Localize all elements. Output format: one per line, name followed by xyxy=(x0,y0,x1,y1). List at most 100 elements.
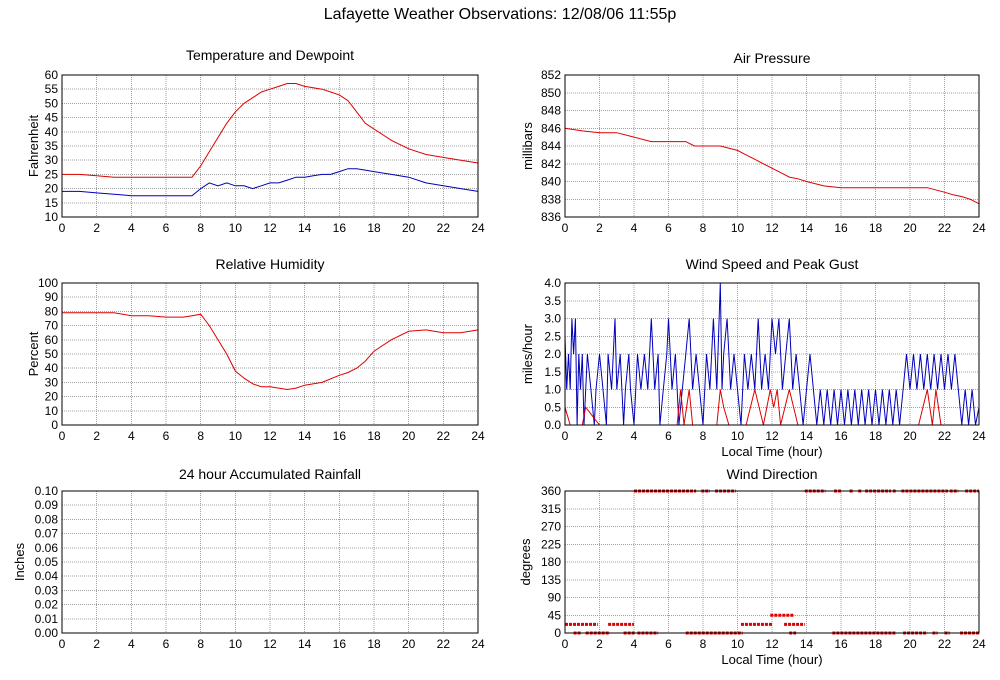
x-tick-label: 18 xyxy=(869,637,883,651)
plot-frame xyxy=(61,74,479,218)
x-tick-label: 24 xyxy=(471,637,485,651)
x-axis-label: Local Time (hour) xyxy=(721,652,822,667)
x-tick-label: 6 xyxy=(665,637,672,651)
series-line-0 xyxy=(62,83,479,178)
x-tick-label: 10 xyxy=(731,429,745,443)
y-axis-label: Fahrenheit xyxy=(26,115,41,178)
x-tick-label: 24 xyxy=(471,221,485,235)
x-tick-label: 18 xyxy=(869,221,883,235)
x-tick-label: 22 xyxy=(938,637,952,651)
x-tick-label: 0 xyxy=(562,221,569,235)
x-tick-label: 12 xyxy=(765,221,779,235)
y-tick-label: 60 xyxy=(45,68,59,82)
y-tick-label: 10 xyxy=(45,210,59,224)
y-tick-label: 135 xyxy=(541,573,561,587)
x-tick-label: 0 xyxy=(59,221,66,235)
y-axis-label: degrees xyxy=(518,538,533,585)
y-axis-label: millibars xyxy=(520,122,535,170)
y-tick-label: 846 xyxy=(541,121,561,135)
x-tick-label: 22 xyxy=(938,221,952,235)
x-tick-label: 24 xyxy=(972,637,986,651)
y-tick-label: 45 xyxy=(548,608,562,622)
x-tick-label: 14 xyxy=(298,221,312,235)
x-tick-label: 6 xyxy=(665,429,672,443)
x-tick-label: 6 xyxy=(163,221,170,235)
x-tick-label: 10 xyxy=(229,221,243,235)
y-tick-label: 0.04 xyxy=(35,569,59,583)
y-tick-label: 225 xyxy=(541,537,561,551)
x-tick-label: 6 xyxy=(163,637,170,651)
y-tick-label: 1.5 xyxy=(544,365,561,379)
y-tick-label: 4.0 xyxy=(544,276,561,290)
x-tick-label: 10 xyxy=(229,429,243,443)
y-tick-label: 100 xyxy=(38,276,58,290)
y-tick-label: 1.0 xyxy=(544,383,561,397)
y-tick-label: 0.01 xyxy=(35,612,59,626)
x-tick-label: 14 xyxy=(298,637,312,651)
series-line-0 xyxy=(62,312,479,391)
chart-title: Temperature and Dewpoint xyxy=(186,47,354,63)
x-tick-label: 0 xyxy=(562,429,569,443)
y-tick-label: 850 xyxy=(541,86,561,100)
x-tick-label: 2 xyxy=(93,429,100,443)
y-tick-label: 0 xyxy=(51,418,58,432)
y-tick-label: 852 xyxy=(541,68,561,82)
y-axis-label: Inches xyxy=(12,542,27,581)
y-tick-label: 848 xyxy=(541,104,561,118)
y-tick-label: 270 xyxy=(541,520,561,534)
x-tick-label: 18 xyxy=(367,637,381,651)
x-tick-label: 6 xyxy=(665,221,672,235)
y-tick-label: 60 xyxy=(45,333,59,347)
x-tick-label: 8 xyxy=(700,429,707,443)
chart-title: 24 hour Accumulated Rainfall xyxy=(179,466,361,482)
y-tick-label: 45 xyxy=(45,111,59,125)
x-tick-label: 8 xyxy=(197,221,204,235)
y-tick-label: 0.08 xyxy=(35,512,59,526)
y-tick-label: 10 xyxy=(45,404,59,418)
x-tick-label: 14 xyxy=(800,221,814,235)
plot-frame xyxy=(564,74,980,218)
y-tick-label: 50 xyxy=(45,347,59,361)
y-tick-label: 90 xyxy=(548,591,562,605)
y-tick-label: 40 xyxy=(45,125,59,139)
y-tick-label: 30 xyxy=(45,375,59,389)
x-tick-label: 8 xyxy=(700,221,707,235)
y-tick-label: 836 xyxy=(541,210,561,224)
x-tick-label: 18 xyxy=(367,429,381,443)
plot-frame xyxy=(564,282,980,426)
y-tick-label: 844 xyxy=(541,139,561,153)
y-tick-label: 0.03 xyxy=(35,583,59,597)
y-tick-label: 90 xyxy=(45,290,59,304)
x-tick-label: 20 xyxy=(402,429,416,443)
y-tick-label: 55 xyxy=(45,82,59,96)
chart-title: Wind Speed and Peak Gust xyxy=(686,256,859,272)
y-tick-label: 840 xyxy=(541,175,561,189)
plot-frame xyxy=(61,282,479,426)
x-tick-label: 10 xyxy=(229,637,243,651)
page-title: Lafayette Weather Observations: 12/08/06… xyxy=(323,6,677,23)
x-tick-label: 16 xyxy=(333,221,347,235)
y-tick-label: 50 xyxy=(45,96,59,110)
x-tick-label: 24 xyxy=(972,429,986,443)
x-tick-label: 24 xyxy=(471,429,485,443)
y-tick-label: 80 xyxy=(45,304,59,318)
x-tick-label: 12 xyxy=(263,637,277,651)
y-axis-label: miles/hour xyxy=(520,323,535,384)
y-tick-label: 15 xyxy=(45,196,59,210)
y-tick-label: 0.10 xyxy=(35,484,59,498)
series-line-0 xyxy=(564,282,980,426)
x-tick-label: 6 xyxy=(163,429,170,443)
x-tick-label: 0 xyxy=(562,637,569,651)
y-tick-label: 20 xyxy=(45,182,59,196)
y-tick-label: 20 xyxy=(45,390,59,404)
x-tick-label: 14 xyxy=(800,429,814,443)
y-tick-label: 315 xyxy=(541,502,561,516)
y-tick-label: 35 xyxy=(45,139,59,153)
x-tick-label: 22 xyxy=(437,429,451,443)
chart-title: Relative Humidity xyxy=(216,256,325,272)
x-tick-label: 10 xyxy=(731,637,745,651)
y-tick-label: 0.5 xyxy=(544,400,561,414)
